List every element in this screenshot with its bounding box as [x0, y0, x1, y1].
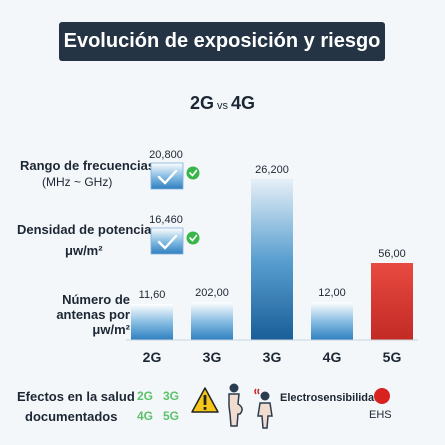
health-effects-line2: documentados	[25, 409, 118, 424]
category-label-3: 3G	[263, 349, 282, 365]
ehs-dot-icon	[374, 388, 390, 404]
subtitle-right: 4G	[231, 93, 256, 113]
chart-subtitle: 2G vs 4G	[0, 93, 445, 114]
bar-2	[191, 302, 233, 340]
row-label-antennas-line2: antenas por μw/m²	[56, 307, 130, 337]
check-icon-mark	[189, 169, 198, 177]
row-label-power-main: Densidad de potencia	[17, 222, 152, 237]
check-icon	[186, 231, 200, 245]
check-icon	[186, 166, 200, 180]
category-label-5: 5G	[383, 349, 402, 365]
gen-label-2g: 2G	[137, 389, 154, 403]
check-icon-mark	[189, 234, 198, 242]
bar-value-label-2: 202,00	[195, 287, 229, 299]
row-label-power: Densidad de potencia μw/m²	[17, 222, 151, 258]
gen-label-3g: 3G	[163, 389, 180, 403]
health-effects-line1: Efectos en la salud	[17, 389, 135, 404]
bar-4	[311, 302, 353, 340]
row-label-frequency-main: Rango de frecuencias	[20, 158, 156, 173]
gen-label-5g: 5G	[163, 409, 180, 423]
health-effects-label: Efectos en la salud documentados	[17, 387, 135, 427]
row-label-antennas: Número de antenas por μw/m²	[22, 292, 130, 337]
gen-label-4g: 4G	[137, 409, 154, 423]
row-label-antennas-main: Número de	[62, 292, 130, 307]
subtitle-vs: vs	[217, 100, 228, 112]
ehs-abbr: EHS	[369, 409, 392, 421]
bar-value-label-4: 12,00	[318, 287, 346, 299]
category-label-1: 2G	[143, 349, 162, 365]
pregnant-woman-icon	[228, 383, 243, 427]
health-effects-panel: Efectos en la salud documentados 2G 3G 4…	[0, 380, 445, 445]
category-label-2: 3G	[203, 349, 222, 365]
row-label-frequency: Rango de frecuencias (MHz ~ GHz)	[20, 158, 155, 189]
subtitle-left: 2G	[189, 93, 214, 113]
indicator-box-1	[150, 162, 184, 190]
bar-5	[371, 263, 413, 340]
row-label-frequency-sub: (MHz ~ GHz)	[42, 175, 113, 189]
bar-1	[131, 304, 173, 340]
indicator-value-2: 16,460	[149, 214, 183, 226]
box-check-mark-2	[157, 234, 178, 250]
indicator-box-2	[150, 227, 184, 255]
bar-value-label-3: 26,200	[255, 164, 289, 176]
child-icon	[254, 388, 273, 429]
warning-icon	[191, 387, 219, 413]
box-check-mark-1	[157, 169, 178, 185]
bar-3	[251, 179, 293, 340]
bar-value-label-1: 11,60	[139, 289, 166, 301]
ehs-label: Electrosensibilidad	[280, 392, 381, 404]
chart-title: Evolución de exposición y riesgo	[59, 22, 385, 61]
bar-value-label-5: 56,00	[378, 248, 406, 260]
row-label-power-sub: μw/m²	[65, 243, 103, 258]
indicator-value-1: 20,800	[149, 149, 183, 161]
category-label-4: 4G	[323, 349, 342, 365]
